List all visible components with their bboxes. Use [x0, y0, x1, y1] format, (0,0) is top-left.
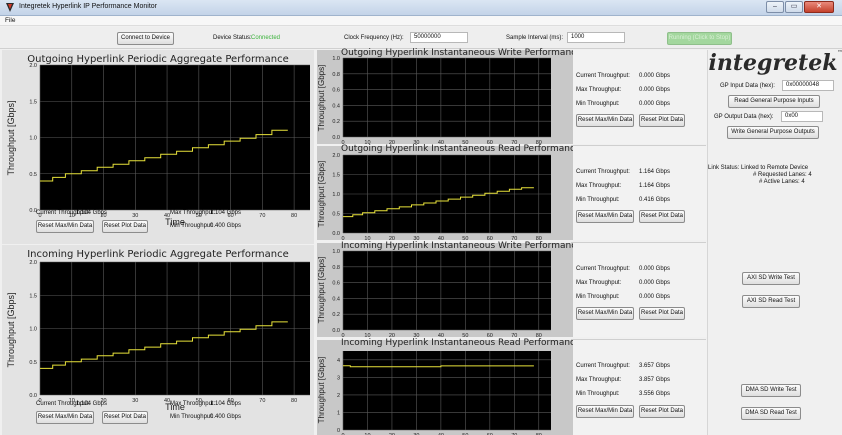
toolbar: Connect to Device Device Status: Connect… [0, 27, 842, 49]
min-throughput-label: Min Throughput: [576, 100, 620, 107]
max-throughput-label: Max Throughput: [170, 401, 216, 407]
reset-max-min-button[interactable]: Reset Max/Min Data [576, 113, 634, 127]
running-stop-button[interactable]: Running (Click to Stop) [667, 32, 732, 45]
reset-max-min-button[interactable]: Reset Max/Min Data [576, 306, 634, 320]
stats-separator [571, 339, 706, 340]
current-throughput-value: 1.104 Gbps [76, 401, 108, 407]
min-throughput-value: 0.400 Gbps [210, 223, 242, 229]
axi-sd-read-test-button[interactable]: AXI SD Read Test [742, 295, 800, 308]
gp-input-label: GP Input Data (hex): [720, 83, 775, 89]
current-throughput-label: Current Throughput: [36, 210, 90, 216]
max-throughput-label: Max Throughput: [576, 279, 622, 286]
write-gp-outputs-button[interactable]: Write General Purpose Outputs [727, 126, 819, 139]
gp-output-label: GP Output Data (hex): [714, 114, 774, 120]
menu-file[interactable]: File [5, 17, 16, 24]
min-throughput-value: 0.000 Gbps [639, 100, 671, 107]
current-throughput-label: Current Throughput: [576, 362, 630, 369]
reset-plot-button[interactable]: Reset Plot Data [102, 220, 148, 233]
clock-frequency-input[interactable]: 50000000 [410, 32, 468, 43]
control-column: integretek™ GP Input Data (hex): 0x00000… [707, 50, 842, 435]
read-gp-inputs-button[interactable]: Read General Purpose Inputs [728, 95, 820, 108]
incoming-write-title: Incoming Hyperlink Instantaneous Write P… [341, 241, 582, 251]
integretek-logo: integretek™ [708, 50, 842, 76]
min-throughput-label: Min Throughput: [170, 223, 214, 229]
max-throughput-label: Max Throughput: [170, 210, 216, 216]
gp-input-field[interactable]: 0x00000048 [782, 80, 834, 91]
reset-plot-button[interactable]: Reset Plot Data [639, 306, 685, 320]
dma-sd-write-test-button[interactable]: DMA SD Write Test [741, 384, 801, 397]
outgoing-read-panel: Outgoing Hyperlink Instantaneous Read Pe… [317, 144, 580, 240]
window-controls: – ▭ ✕ [766, 1, 834, 13]
min-throughput-label: Min Throughput: [576, 391, 620, 398]
stats-separator [571, 242, 706, 243]
requested-lanes-text: # Requested Lanes: 4 [753, 172, 812, 178]
link-status-text: Link Status: Linked to Remote Device [708, 165, 809, 171]
active-lanes-text: # Active Lanes: 4 [759, 179, 805, 185]
outgoing-read-title: Outgoing Hyperlink Instantaneous Read Pe… [341, 144, 581, 154]
max-throughput-value: 1.104 Gbps [210, 401, 242, 407]
incoming-read-panel: Incoming Hyperlink Instantaneous Read Pe… [317, 338, 581, 435]
connect-button[interactable]: Connect to Device [117, 32, 174, 45]
max-throughput-label: Max Throughput: [576, 86, 622, 93]
clock-frequency-label: Clock Frequency (Hz): [344, 35, 404, 41]
device-status-label: Device Status: [213, 35, 252, 41]
current-throughput-label: Current Throughput: [576, 72, 630, 79]
max-throughput-value: 3.857 Gbps [639, 377, 671, 384]
current-throughput-value: 0.000 Gbps [639, 265, 671, 272]
current-throughput-value: 1.104 Gbps [76, 210, 108, 216]
reset-plot-button[interactable]: Reset Plot Data [639, 404, 685, 418]
current-throughput-label: Current Throughput: [36, 401, 90, 407]
min-throughput-value: 3.556 Gbps [639, 391, 671, 398]
stats-separator [571, 145, 706, 146]
incoming-write-stats: Current Throughput: 0.000 Gbps Max Through… [573, 243, 707, 337]
max-throughput-label: Max Throughput: [576, 377, 622, 384]
dma-sd-read-test-button[interactable]: DMA SD Read Test [741, 407, 801, 420]
min-throughput-value: 0.416 Gbps [639, 196, 671, 203]
incoming-read-title: Incoming Hyperlink Instantaneous Read Pe… [341, 338, 581, 348]
minimize-button[interactable]: – [766, 1, 784, 13]
outgoing-write-stats: Current Throughput: 0.000 Gbps Max Through… [573, 50, 707, 144]
max-throughput-label: Max Throughput: [576, 182, 622, 189]
current-throughput-value: 1.164 Gbps [639, 168, 671, 175]
sample-interval-label: Sample Interval (ms): [506, 35, 564, 41]
current-throughput-label: Current Throughput: [576, 168, 630, 175]
app-logo-icon [6, 3, 14, 12]
sample-interval-input[interactable]: 1000 [567, 32, 625, 43]
min-throughput-label: Min Throughput: [170, 414, 214, 420]
reset-max-min-button[interactable]: Reset Max/Min Data [36, 220, 94, 233]
reset-plot-button[interactable]: Reset Plot Data [102, 411, 148, 424]
reset-max-min-button[interactable]: Reset Max/Min Data [36, 411, 94, 424]
axi-sd-write-test-button[interactable]: AXI SD Write Test [742, 272, 800, 285]
min-throughput-label: Min Throughput: [576, 196, 620, 203]
gp-output-field[interactable]: 0x00 [781, 111, 823, 122]
incoming-write-panel: Incoming Hyperlink Instantaneous Write P… [317, 241, 582, 337]
min-throughput-value: 0.000 Gbps [639, 293, 671, 300]
device-status-value: Connected [251, 35, 281, 41]
current-throughput-value: 3.657 Gbps [639, 362, 671, 369]
outgoing-write-title: Outgoing Hyperlink Instantaneous Write P… [341, 48, 582, 58]
window-title: Integretek Hyperlink IP Performance Moni… [19, 3, 157, 10]
outgoing-read-stats: Current Throughput: 1.164 Gbps Max Through… [573, 146, 707, 240]
current-throughput-value: 0.000 Gbps [639, 72, 671, 79]
incoming-aggregate-title: Incoming Hyperlink Periodic Aggregate Pe… [27, 249, 289, 260]
min-throughput-value: 0.400 Gbps [210, 414, 242, 420]
max-throughput-value: 0.000 Gbps [639, 279, 671, 286]
reset-plot-button[interactable]: Reset Plot Data [639, 113, 685, 127]
outgoing-write-panel: Outgoing Hyperlink Instantaneous Write P… [317, 48, 582, 144]
maximize-button[interactable]: ▭ [785, 1, 803, 13]
max-throughput-value: 1.164 Gbps [639, 182, 671, 189]
incoming-read-stats: Current Throughput: 3.657 Gbps Max Through… [573, 340, 707, 435]
min-throughput-label: Min Throughput: [576, 293, 620, 300]
max-throughput-value: 1.104 Gbps [210, 210, 242, 216]
close-button[interactable]: ✕ [804, 1, 834, 13]
window-titlebar: Integretek Hyperlink IP Performance Moni… [0, 0, 842, 16]
max-throughput-value: 0.000 Gbps [639, 86, 671, 93]
reset-max-min-button[interactable]: Reset Max/Min Data [576, 404, 634, 418]
outgoing-aggregate-title: Outgoing Hyperlink Periodic Aggregate Pe… [27, 54, 289, 65]
reset-plot-button[interactable]: Reset Plot Data [639, 209, 685, 223]
menu-bar: File [0, 16, 842, 26]
current-throughput-label: Current Throughput: [576, 265, 630, 272]
reset-max-min-button[interactable]: Reset Max/Min Data [576, 209, 634, 223]
